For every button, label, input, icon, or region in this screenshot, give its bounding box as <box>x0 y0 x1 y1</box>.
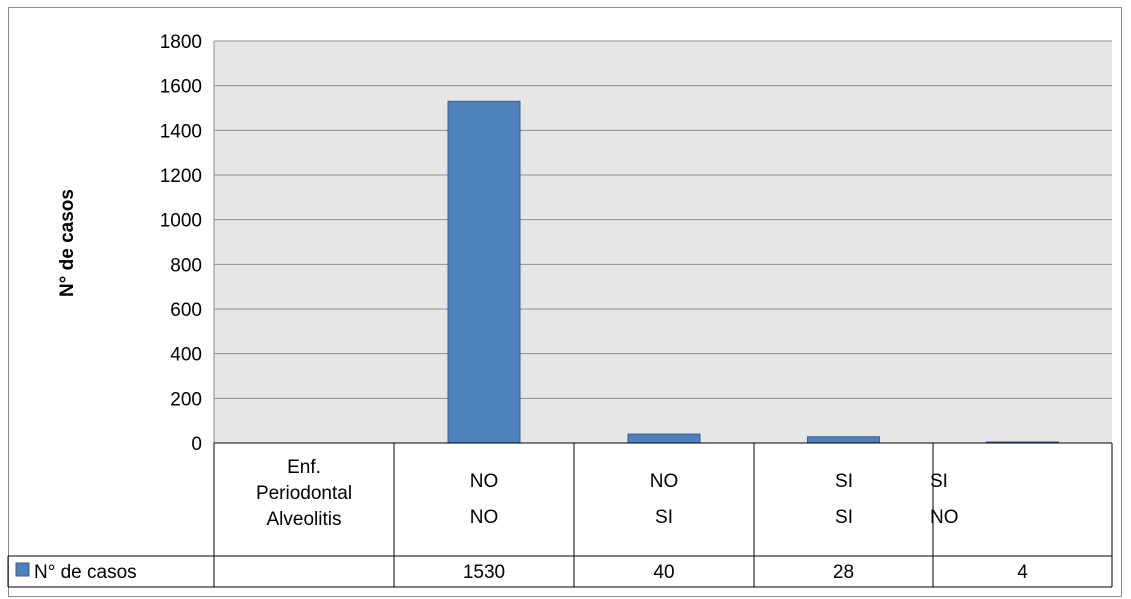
data-value-label: 28 <box>833 562 854 583</box>
y-tick-label: 600 <box>170 300 202 321</box>
data-value-label: 1530 <box>463 562 505 583</box>
table-header-label: Periodontal <box>256 483 352 504</box>
category-label: NO <box>650 471 679 492</box>
y-tick-label: 0 <box>191 434 202 455</box>
y-axis-ticks: 0 200 400 600 800 1000 1200 1400 1600 1800 <box>160 32 202 455</box>
bar <box>447 100 521 444</box>
category-label: NO <box>470 507 499 528</box>
bar-series <box>447 100 1059 444</box>
y-axis-label: N° de casos <box>57 189 78 297</box>
data-table: Enf. Periodontal Alveolitis NO NO NO SI SI SI SI N… <box>7 442 1113 588</box>
table-header-label: Alveolitis <box>267 509 342 530</box>
legend-key <box>15 562 30 577</box>
category-label: NO <box>930 507 959 528</box>
bar <box>627 433 701 444</box>
plot-area <box>214 41 1112 443</box>
y-tick-label: 800 <box>170 255 202 276</box>
bar <box>807 436 880 444</box>
y-tick-label: 1400 <box>160 121 202 142</box>
y-tick-label: 1800 <box>160 32 202 53</box>
y-tick-label: 1200 <box>160 166 202 187</box>
category-label: SI <box>930 471 948 492</box>
table-header-label: Enf. <box>287 457 321 478</box>
chart-frame <box>8 7 1122 597</box>
y-tick-label: 400 <box>170 345 202 366</box>
category-label: SI <box>655 507 673 528</box>
y-tick-label: 1000 <box>160 211 202 232</box>
category-label: NO <box>470 471 499 492</box>
category-label: SI <box>835 507 853 528</box>
data-value-label: 4 <box>1017 562 1028 583</box>
category-label: SI <box>835 471 853 492</box>
y-tick-label: 200 <box>170 389 202 410</box>
legend-series-name: N° de casos <box>34 562 137 583</box>
data-value-label: 40 <box>653 562 674 583</box>
y-tick-label: 1600 <box>160 77 202 98</box>
